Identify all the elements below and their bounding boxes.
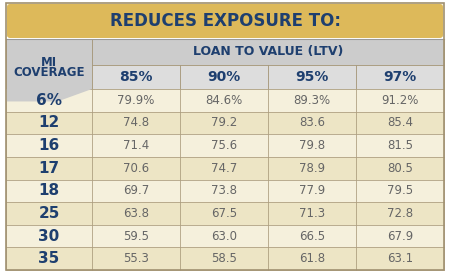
Text: COVERAGE: COVERAGE	[13, 66, 85, 79]
Bar	[92, 202, 180, 225]
FancyBboxPatch shape	[7, 4, 443, 38]
Text: 35: 35	[38, 251, 59, 266]
Text: 80.5: 80.5	[387, 162, 413, 175]
Bar	[180, 202, 268, 225]
Text: 25: 25	[38, 206, 60, 221]
Text: MI: MI	[41, 55, 57, 69]
Text: 79.8: 79.8	[299, 139, 325, 152]
Bar	[92, 112, 180, 134]
Bar	[6, 157, 92, 180]
Bar	[180, 247, 268, 270]
Text: 71.4: 71.4	[123, 139, 149, 152]
Bar	[356, 112, 444, 134]
Text: 63.1: 63.1	[387, 252, 413, 265]
Text: 67.9: 67.9	[387, 230, 413, 243]
Bar	[268, 65, 356, 89]
Text: 63.8: 63.8	[123, 207, 149, 220]
Text: 75.6: 75.6	[211, 139, 237, 152]
Bar	[180, 65, 268, 89]
Bar	[6, 247, 92, 270]
Text: 55.3: 55.3	[123, 252, 149, 265]
Bar	[6, 112, 92, 134]
Text: 67.5: 67.5	[211, 207, 237, 220]
Text: 16: 16	[38, 138, 59, 153]
Text: 79.5: 79.5	[387, 184, 413, 197]
Bar	[268, 134, 356, 157]
Bar	[92, 134, 180, 157]
Bar	[92, 180, 180, 202]
Text: 95%: 95%	[295, 70, 328, 84]
Bar	[356, 134, 444, 157]
Text: 61.8: 61.8	[299, 252, 325, 265]
Text: 89.3%: 89.3%	[293, 94, 331, 107]
Bar	[356, 247, 444, 270]
Text: REDUCES EXPOSURE TO:: REDUCES EXPOSURE TO:	[109, 12, 341, 30]
Bar	[92, 157, 180, 180]
Text: 81.5: 81.5	[387, 139, 413, 152]
Text: 74.8: 74.8	[123, 117, 149, 129]
Text: 58.5: 58.5	[211, 252, 237, 265]
Text: 83.6: 83.6	[299, 117, 325, 129]
Text: 90%: 90%	[207, 70, 241, 84]
Bar	[268, 202, 356, 225]
Text: 59.5: 59.5	[123, 230, 149, 243]
Bar	[6, 39, 92, 89]
Bar	[92, 65, 180, 89]
Bar	[180, 180, 268, 202]
Text: 78.9: 78.9	[299, 162, 325, 175]
Text: 30: 30	[38, 229, 59, 244]
Bar	[6, 225, 92, 247]
Bar	[180, 157, 268, 180]
Bar	[92, 39, 444, 65]
Text: 72.8: 72.8	[387, 207, 413, 220]
Bar	[180, 134, 268, 157]
Bar	[356, 157, 444, 180]
Bar	[6, 180, 92, 202]
Text: 84.6%: 84.6%	[205, 94, 243, 107]
Text: 71.3: 71.3	[299, 207, 325, 220]
Text: 17: 17	[38, 161, 59, 176]
Bar	[92, 247, 180, 270]
Bar	[268, 247, 356, 270]
Bar	[356, 180, 444, 202]
Bar	[6, 202, 92, 225]
Text: 79.2: 79.2	[211, 117, 237, 129]
Text: 97%: 97%	[383, 70, 417, 84]
Bar	[268, 89, 356, 112]
Text: 85.4: 85.4	[387, 117, 413, 129]
Bar	[268, 180, 356, 202]
Text: 85%: 85%	[119, 70, 153, 84]
Bar	[180, 112, 268, 134]
Text: 77.9: 77.9	[299, 184, 325, 197]
Bar	[268, 157, 356, 180]
Text: 74.7: 74.7	[211, 162, 237, 175]
Bar	[6, 37, 444, 41]
Bar	[6, 89, 92, 112]
Bar	[268, 112, 356, 134]
Text: 63.0: 63.0	[211, 230, 237, 243]
Text: 73.8: 73.8	[211, 184, 237, 197]
Text: 12: 12	[38, 115, 59, 130]
Bar	[92, 89, 180, 112]
Text: 79.9%: 79.9%	[117, 94, 155, 107]
Bar	[356, 89, 444, 112]
Text: 18: 18	[38, 183, 59, 198]
Bar	[180, 225, 268, 247]
Text: 6%: 6%	[36, 93, 62, 108]
Polygon shape	[6, 89, 92, 102]
Bar	[268, 225, 356, 247]
Bar	[180, 89, 268, 112]
Text: 70.6: 70.6	[123, 162, 149, 175]
Text: 66.5: 66.5	[299, 230, 325, 243]
Bar	[92, 225, 180, 247]
Text: 91.2%: 91.2%	[381, 94, 418, 107]
Bar	[356, 202, 444, 225]
Bar	[356, 225, 444, 247]
Bar	[356, 65, 444, 89]
Bar	[6, 134, 92, 157]
Text: 69.7: 69.7	[123, 184, 149, 197]
Text: LOAN TO VALUE (LTV): LOAN TO VALUE (LTV)	[193, 46, 343, 58]
